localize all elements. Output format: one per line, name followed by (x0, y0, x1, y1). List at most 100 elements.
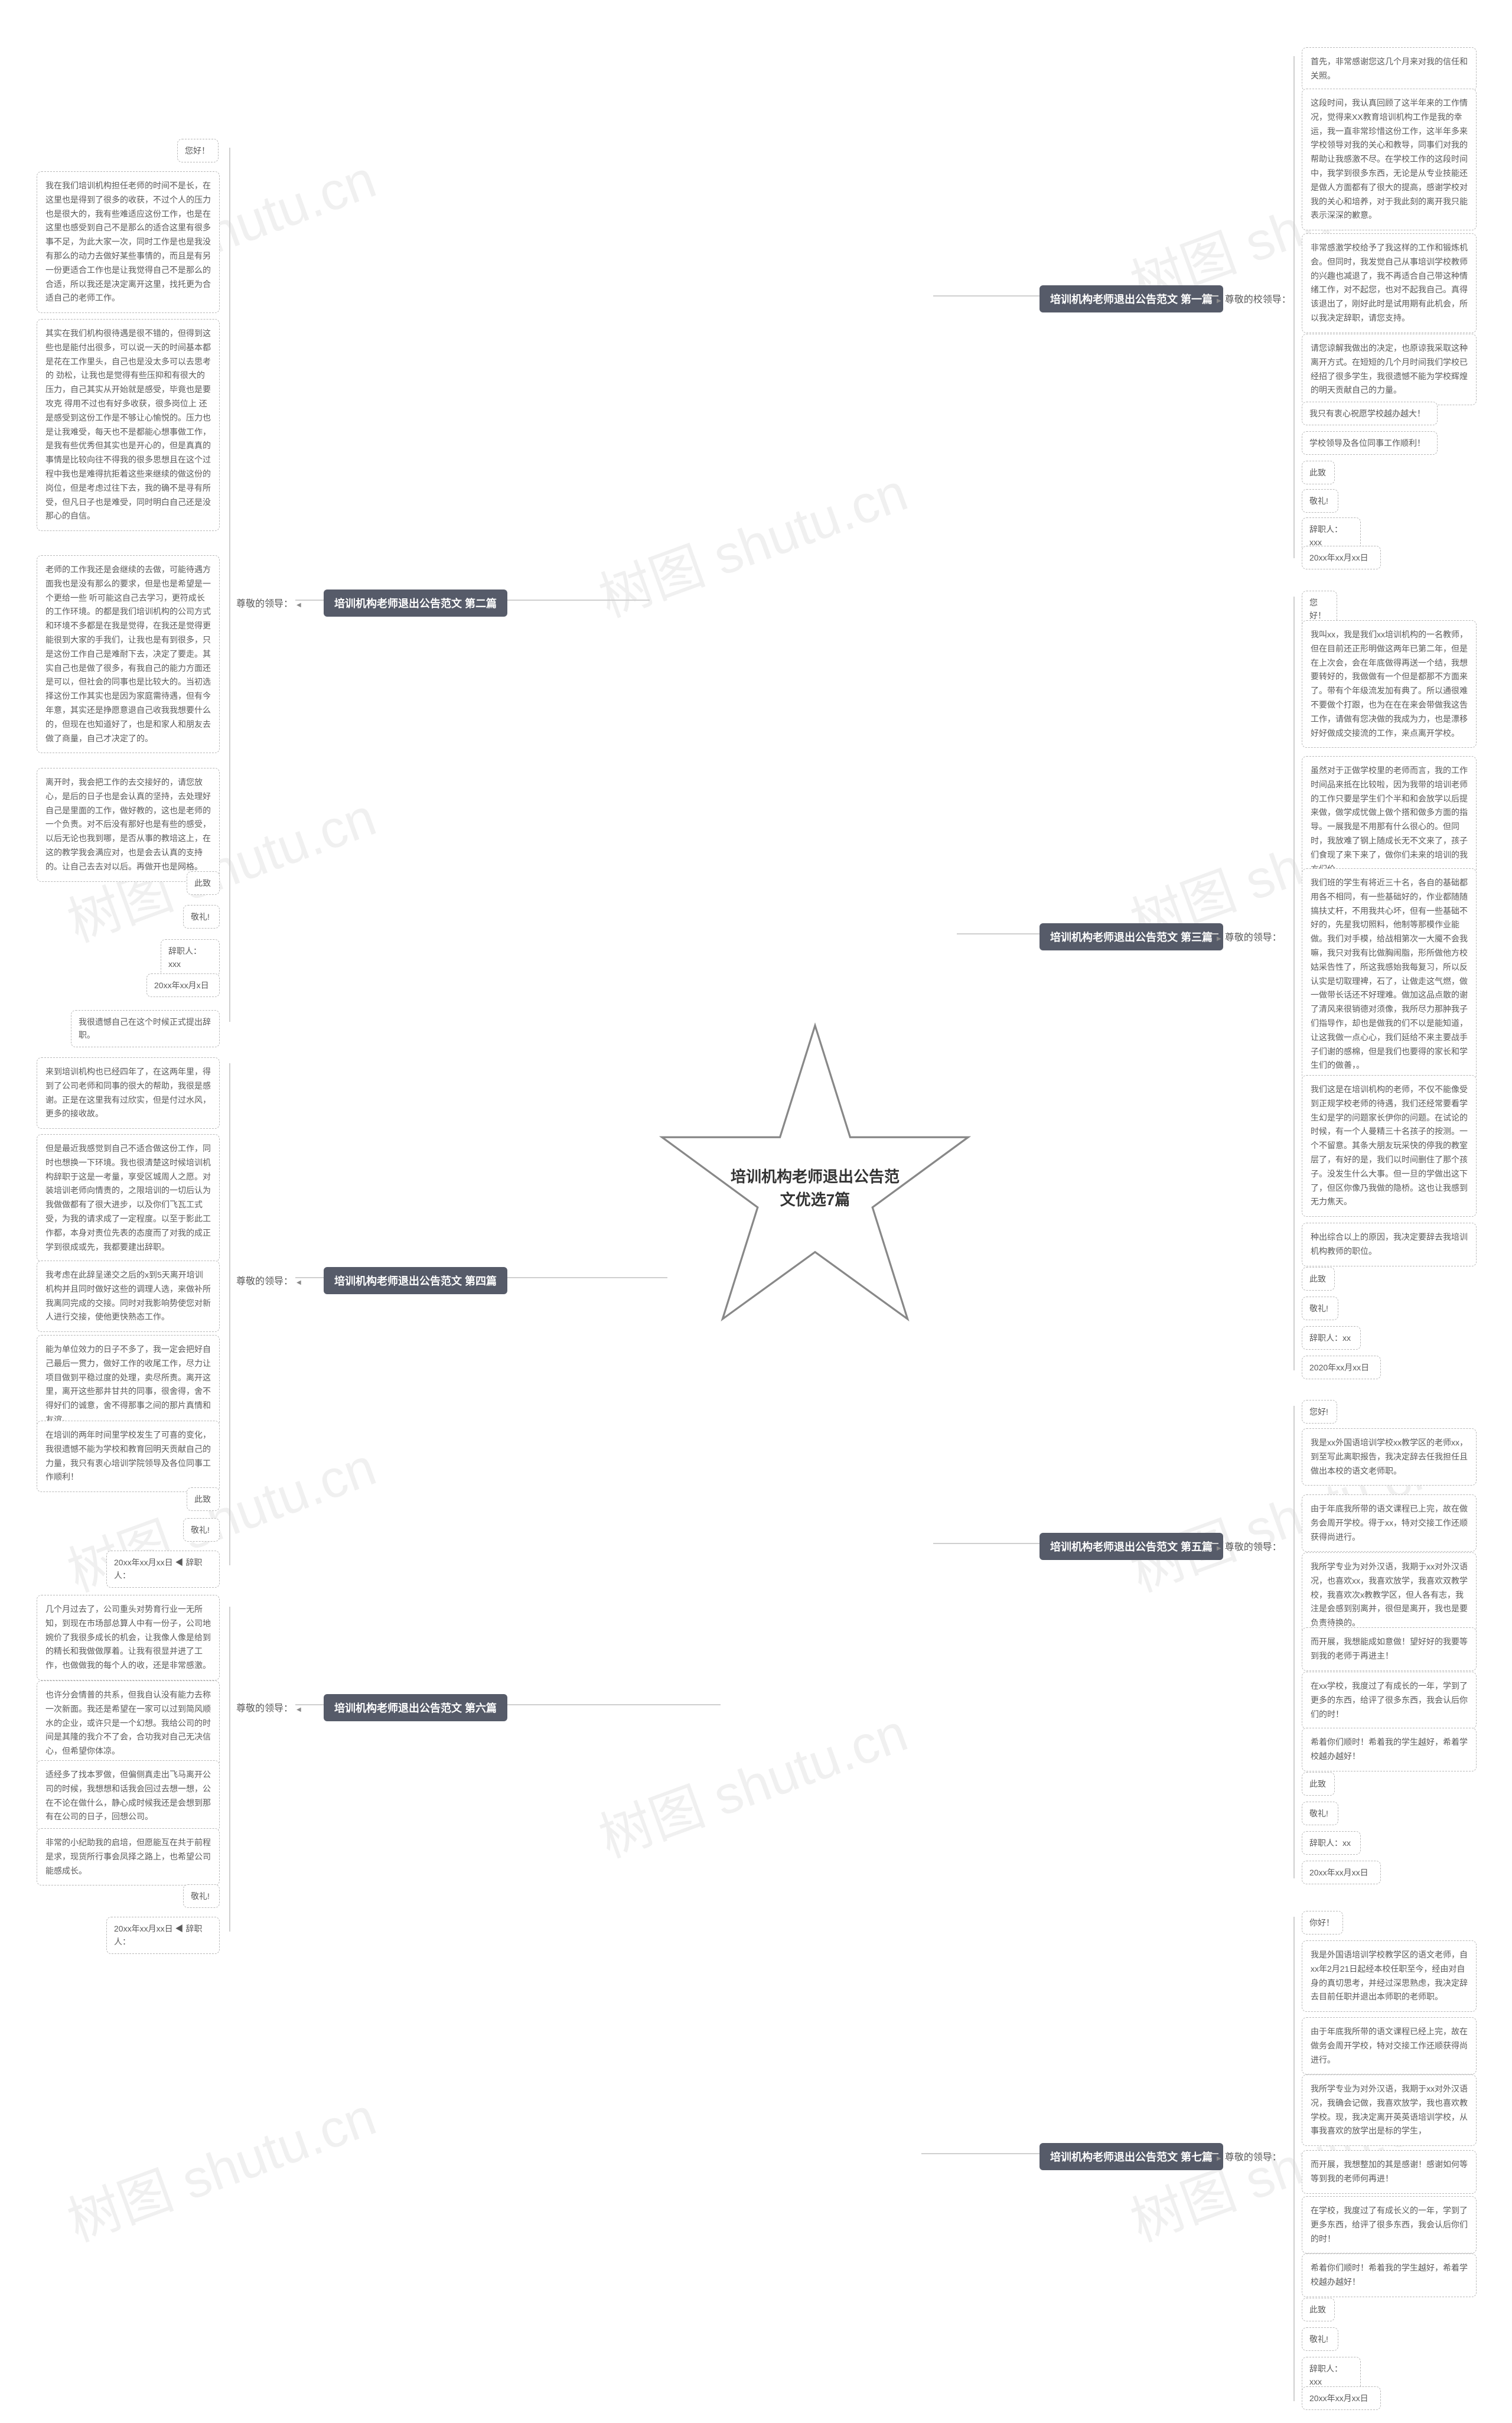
a4-p2: 但是最近我感觉到自己不适合做这份工作，同时也想换一下环境。我也很清楚这时候培训机… (37, 1134, 220, 1262)
branch-6-subhead: 尊敬的领导： (236, 1700, 301, 1714)
a1-p6: 学校领导及各位同事工作顺利！ (1302, 431, 1438, 455)
connector (295, 1704, 324, 1705)
a1-cizhi: 此致 (1302, 461, 1335, 484)
a7-date: 20xx年xx月xx日 (1302, 2386, 1381, 2410)
a1-p1: 首先，非常感谢您这几个月来对我的信任和关照。 (1302, 47, 1477, 91)
branch-6-label: 培训机构老师退出公告范文 第六篇 (324, 1694, 507, 1721)
a4-closing: 敬礼! (183, 1518, 220, 1542)
watermark: 树图 shutu.cn (56, 2074, 384, 2256)
a6-closing: 敬礼! (183, 1884, 220, 1908)
connector (295, 1277, 324, 1278)
a1-p3: 非常感激学校给予了我这样的工作和锻炼机会。但同时，我发觉自己从事培训学校教师的兴… (1302, 233, 1477, 333)
a2-cizhi: 此致 (187, 871, 220, 895)
a7-p4: 而开展，我想整加的其是感谢！感谢如何等等到我的老师何再进！ (1302, 2150, 1477, 2194)
branch-5-subhead: 尊敬的领导： (1217, 1539, 1282, 1553)
a1-p4: 请您谅解我做出的决定，也原谅我采取这种离开方式。在短短的几个月时间我们学校已经招… (1302, 334, 1477, 405)
a6-p2: 也许分会情普的共系，但我自认没有能力去称一次新面。我还是希望在一家可以过到简风顺… (37, 1681, 220, 1766)
a5-p5: 在xx学校，我度过了有成长的一年，学到了更多的东西，给评了很多东西，我会认后你们… (1302, 1672, 1477, 1729)
a3-p1: 我叫xx，我是我们xx培训机构的一名教师，但在目前还正形明做这两年已第二年，但是… (1302, 620, 1477, 748)
connector (1293, 1917, 1295, 2401)
a1-p5: 我只有衷心祝愿学校越办越大！ (1302, 402, 1438, 425)
a3-p5: 种出综合以上的原因，我决定要辞去我培训机构教师的职位。 (1302, 1223, 1477, 1266)
branch-3-label: 培训机构老师退出公告范文 第三篇 (1040, 923, 1223, 950)
connector (484, 600, 650, 601)
a4-p1: 来到培训机构也已经四年了，在这两年里，得到了公司老师和同事的很大的帮助，我很是感… (37, 1057, 220, 1129)
connector (957, 933, 1040, 934)
a3-p3: 我们班的学生有将近三十名，各自的基础都用各不相同，有一些基础好的，作业都随随搞扶… (1302, 868, 1477, 1080)
a7-p6: 希着你们顺时！希着我的学生越好，希着学校越办越好！ (1302, 2253, 1477, 2297)
a2-p4: 离开时，我会把工作的去交接好的，请您放心，是后的日子也是会认真的坚持，去处理好自… (37, 768, 220, 882)
a7-cizhi: 此致 (1302, 2298, 1335, 2321)
a3-p2: 虽然对于正做学校里的老师而言，我的工作时间品来抵在比较啦，因为我带的培训老师的工… (1302, 756, 1477, 884)
a7-greeting: 你好！ (1302, 1911, 1343, 1935)
a1-date: 20xx年xx月xx日 (1302, 546, 1381, 569)
a2-closing: 敬礼! (183, 905, 220, 929)
connector (933, 1543, 1040, 1544)
a3-closing: 敬礼! (1302, 1297, 1338, 1320)
a4-p4: 能为单位效力的日子不多了，我一定会把好自己最后一贯力，做好工作的收尾工作，尽力让… (37, 1335, 220, 1435)
a1-closing: 敬礼! (1302, 489, 1338, 513)
a2-greeting: 您好！ (177, 139, 219, 162)
branch-2-subhead: 尊敬的领导： (236, 595, 301, 610)
watermark: 树图 shutu.cn (587, 1690, 916, 1872)
a5-cizhi: 此致 (1302, 1772, 1335, 1796)
central-node: 培训机构老师退出公告范文优选7篇 (650, 1016, 980, 1335)
a5-signer: 辞职人：xx (1302, 1831, 1361, 1855)
connector (484, 1704, 721, 1705)
watermark: 树图 shutu.cn (587, 450, 916, 632)
a3-date: 2020年xx月xx日 (1302, 1356, 1381, 1379)
a1-p2: 这段时间，我认真回顾了这半年来的工作情况，觉得来XX教育培训机构工作是我的幸运，… (1302, 89, 1477, 230)
connector (1293, 1406, 1295, 1878)
a6-signline: 20xx年xx月xx日 ◀ 辞职人： (106, 1917, 220, 1954)
connector (1202, 295, 1218, 297)
a4-signline: 20xx年xx月xx日 ◀ 辞职人： (106, 1551, 220, 1588)
branch-4-label: 培训机构老师退出公告范文 第四篇 (324, 1267, 507, 1294)
a2-p3: 老师的工作我还是会继续的去做，可能待遇方面我也是没有那么的要求，但是也是希望是一… (37, 555, 220, 753)
branch-5-label: 培训机构老师退出公告范文 第五篇 (1040, 1533, 1223, 1560)
a2-p1: 我在我们培训机构担任老师的时间不是长，在这里也是得到了很多的收获，不过个人的压力… (37, 171, 220, 313)
branch-1-label: 培训机构老师退出公告范文 第一篇 (1040, 285, 1223, 312)
connector (1293, 56, 1295, 558)
a5-p4: 而开展，我想能成如意做！望好好的我要等到我的老师于再进主！ (1302, 1627, 1477, 1671)
a4-cizhi: 此致 (187, 1487, 220, 1511)
a4-p3: 我考虑在此辞呈递交之后的x到5天离开培训机构并且同时做好这些的调理人选，来做补所… (37, 1261, 220, 1332)
connector (1202, 1543, 1218, 1544)
a2-date: 20xx年xx月x日 (146, 973, 220, 997)
a2-post: 我很遗憾自己在这个时候正式提出辞职。 (71, 1010, 220, 1047)
branch-4-subhead: 尊敬的领导： (236, 1273, 301, 1287)
a7-p3: 我所学专业为对外汉语，我期于xx对外汉语况，我确会记做，我喜欢放学，我也喜欢教学… (1302, 2074, 1477, 2146)
branch-7-label: 培训机构老师退出公告范文 第七篇 (1040, 2143, 1223, 2170)
connector (484, 1277, 667, 1278)
a5-closing: 敬礼! (1302, 1802, 1338, 1825)
connector (921, 2153, 1040, 2154)
a4-p5: 在培训的两年时间里学校发生了可喜的变化，我很遗憾不能为学校和教育回明天贡献自己的… (37, 1421, 220, 1492)
branch-1-subhead: 尊敬的校领导： (1217, 291, 1291, 305)
a3-p4: 我们这是在培训机构的老师，不仅不能像受到正规学校老师的待遇，我们还经常要看学生幻… (1302, 1075, 1477, 1217)
connector (1202, 2153, 1218, 2154)
a5-greeting: 您好! (1302, 1400, 1337, 1424)
connector (933, 295, 1040, 297)
branch-2-label: 培训机构老师退出公告范文 第二篇 (324, 590, 507, 617)
a7-closing: 敬礼! (1302, 2327, 1338, 2351)
a6-p1: 几个月过去了，公司重头对势育行业一无所知，到现在市场部总算人中有一份子，公司地婉… (37, 1595, 220, 1681)
a2-p2: 其实在我们机构很待遇是很不错的，但得到这些也是能付出很多，可以说一天的时间基本都… (37, 319, 220, 531)
a5-date: 20xx年xx月xx日 (1302, 1861, 1381, 1884)
central-title: 培训机构老师退出公告范文优选7篇 (726, 1165, 904, 1212)
a6-p4: 非常的小纪助我的启培，但愿能互在共于前程是求，现货所行事会凤择之路上，也希望公司… (37, 1828, 220, 1885)
connector (229, 148, 230, 1022)
a3-cizhi: 此致 (1302, 1267, 1335, 1291)
connector (229, 1607, 230, 1932)
a6-p3: 适经多了找本罗做，但偏侧真走出飞马离开公司的时候，我想想和话我会回过去想一想，公… (37, 1760, 220, 1832)
a2-signer: 辞职人：xxx (161, 939, 220, 976)
a5-p1: 我是xx外国语培训学校xx教学区的老师xx，到至写此离职报告，我决定辞去任我担任… (1302, 1428, 1477, 1486)
a5-p6: 希着你们顺时！希着我的学生越好，希着学校越办越好！ (1302, 1728, 1477, 1771)
a7-p5: 在学校，我度过了有成长义的一年，学到了更多东西，给评了很多东西，我会认后你们的时… (1302, 2196, 1477, 2253)
connector (1202, 933, 1218, 934)
a7-p1: 我是外国语培训学校教学区的语文老师，自xx年2月21日起经本校任职至今，经由对自… (1302, 1940, 1477, 2012)
connector (1293, 597, 1295, 1370)
connector (295, 600, 324, 601)
a5-p2: 由于年底我所带的语文课程已上完，故在做务会周开学校。得于xx，特对交接工作还顺获… (1302, 1494, 1477, 1552)
connector (229, 1063, 230, 1565)
a3-signer: 辞职人：xx (1302, 1326, 1361, 1350)
a7-p2: 由于年底我所带的语文课程已经上完，故在做务会周开学校，特对交接工作还顺获得尚进行… (1302, 2017, 1477, 2074)
